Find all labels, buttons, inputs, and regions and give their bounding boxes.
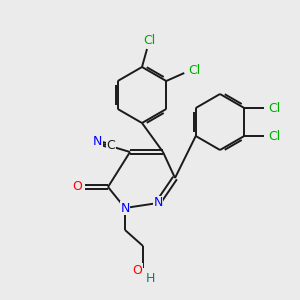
Text: Cl: Cl — [268, 101, 280, 115]
Text: Cl: Cl — [268, 130, 280, 142]
Text: Cl: Cl — [188, 64, 200, 76]
Text: C: C — [106, 139, 115, 152]
Text: O: O — [72, 181, 82, 194]
Text: N: N — [120, 202, 130, 214]
Text: Cl: Cl — [143, 34, 155, 47]
Text: H: H — [145, 272, 155, 284]
Text: N: N — [153, 196, 163, 209]
Text: O: O — [132, 263, 142, 277]
Text: N: N — [93, 135, 102, 148]
